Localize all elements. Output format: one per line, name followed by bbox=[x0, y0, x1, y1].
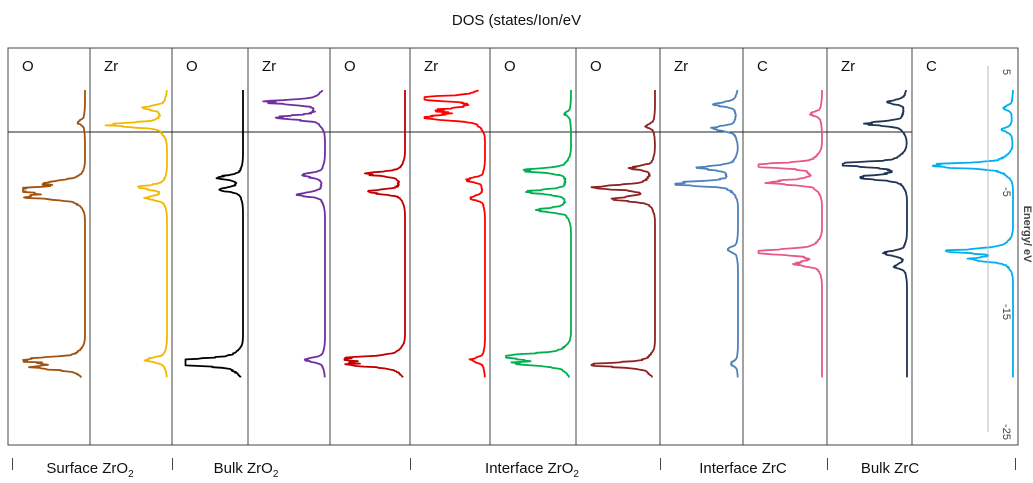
group-label: Bulk ZrC bbox=[861, 460, 919, 477]
group-separator bbox=[660, 458, 661, 470]
dos-curve-zr bbox=[841, 89, 908, 378]
group-label: Bulk ZrO2 bbox=[214, 460, 279, 480]
panel-label: Zr bbox=[104, 58, 118, 75]
dos-curve-o bbox=[22, 89, 86, 379]
group-separator bbox=[410, 458, 411, 470]
panel-label: C bbox=[757, 58, 768, 75]
group-label-name: Interface ZrO bbox=[485, 460, 574, 477]
group-label-name: Surface ZrO bbox=[46, 460, 129, 477]
dos-curve-c bbox=[757, 89, 823, 378]
group-label: Interface ZrO2 bbox=[485, 460, 579, 480]
group-separator bbox=[1015, 458, 1016, 470]
panel-label: Zr bbox=[262, 58, 276, 75]
group-label-subscript: 2 bbox=[272, 469, 279, 480]
group-separator bbox=[827, 458, 828, 470]
group-label-subscript: 2 bbox=[128, 469, 134, 480]
panel-label: Zr bbox=[674, 58, 688, 75]
dos-curve-o bbox=[184, 89, 244, 378]
panel-label: O bbox=[504, 58, 516, 75]
dos-curve-o bbox=[343, 89, 406, 378]
group-label-name: Bulk ZrC bbox=[860, 460, 920, 477]
dos-curve-zr bbox=[674, 89, 739, 378]
group-label-name: Interface ZrC bbox=[699, 460, 787, 477]
dos-curve-c bbox=[932, 89, 1014, 378]
group-label-subscript: 2 bbox=[573, 469, 579, 480]
plot-frame bbox=[7, 47, 1019, 446]
y-tick-label: -15 bbox=[1000, 304, 1012, 320]
y-tick-label: -25 bbox=[1000, 424, 1012, 440]
dos-curve-zr bbox=[104, 89, 168, 378]
panel-label: O bbox=[186, 58, 198, 75]
panel-label: Zr bbox=[841, 58, 855, 75]
panel-label: O bbox=[344, 58, 356, 75]
panel-label: Zr bbox=[424, 58, 438, 75]
y-axis-label: Energy/ eV bbox=[1021, 206, 1033, 264]
panel-label: C bbox=[926, 58, 937, 75]
dos-curve-zr bbox=[262, 89, 326, 378]
dos-curve-o bbox=[590, 89, 656, 378]
group-separator bbox=[172, 458, 173, 470]
panel-label: O bbox=[22, 58, 34, 75]
group-label-name: Bulk ZrO bbox=[213, 460, 273, 477]
group-label: Surface ZrO2 bbox=[46, 460, 133, 480]
panel-label: O bbox=[590, 58, 602, 75]
dos-curve-zr bbox=[423, 89, 486, 378]
chart-title: DOS (states/Ion/eV bbox=[451, 12, 582, 29]
y-tick-label: 5 bbox=[1000, 69, 1012, 75]
y-tick-label: -5 bbox=[1000, 187, 1012, 197]
group-label: Interface ZrC bbox=[699, 460, 787, 477]
group-separator bbox=[12, 458, 13, 470]
dos-curve-o bbox=[505, 89, 572, 379]
